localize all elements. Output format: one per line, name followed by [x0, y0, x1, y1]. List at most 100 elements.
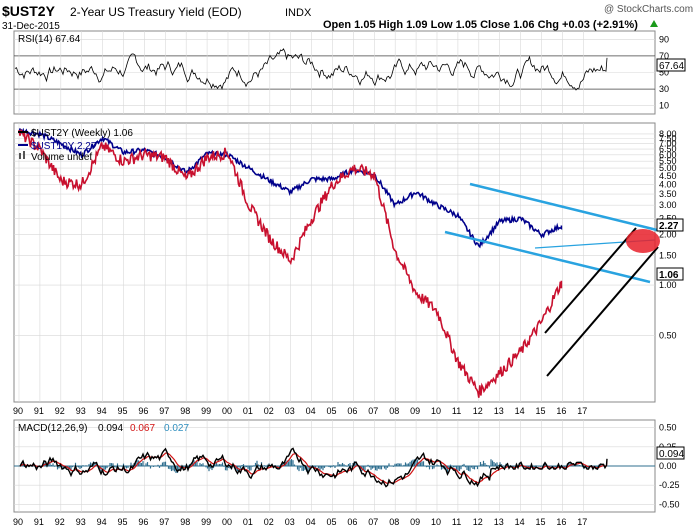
x-tick-label: 09 [410, 517, 420, 527]
legend-volume-icon [19, 153, 21, 159]
x-tick-label: 12 [473, 406, 483, 416]
macd-line [19, 447, 608, 488]
rsi-tick-label: 50 [659, 68, 669, 78]
macd-hist-value: 0.027 [164, 423, 189, 434]
x-tick-label: 16 [556, 517, 566, 527]
x-tick-label: 17 [577, 406, 587, 416]
x-tick-label: 00 [222, 517, 232, 527]
x-tick-label: 11 [452, 406, 461, 416]
x-tick-label: 08 [389, 517, 399, 527]
x-tick-label: 04 [306, 406, 316, 416]
ust10y-line [18, 127, 563, 249]
x-tick-label: 05 [327, 406, 337, 416]
exchange: INDX [285, 7, 312, 19]
price-tick-label: 6.00 [659, 150, 677, 160]
x-tick-label: 02 [264, 406, 274, 416]
x-tick-label: 15 [536, 406, 546, 416]
x-tick-label: 14 [515, 517, 525, 527]
price-tick-label: 2.00 [659, 230, 677, 240]
price-last-2y-box [656, 267, 684, 281]
rsi-tick-label: 70 [659, 51, 669, 61]
x-tick-label: 99 [201, 517, 211, 527]
x-tick-label: 90 [13, 406, 23, 416]
price-last-2y: 1.06 [659, 270, 679, 281]
macd-tick-label: 0.50 [659, 423, 677, 433]
x-tick-label: 94 [97, 517, 107, 527]
quote: Open 1.05 High 1.09 Low 1.05 Close 1.06 … [323, 19, 638, 31]
x-tick-label: 91 [34, 406, 44, 416]
rsi-tick-label: 10 [659, 101, 669, 111]
x-tick-label: 08 [389, 406, 399, 416]
x-tick-label: 95 [118, 406, 128, 416]
x-tick-label: 03 [285, 406, 295, 416]
x-tick-label: 06 [347, 406, 357, 416]
x-tick-label: 01 [243, 406, 253, 416]
price-tick-label: 2.50 [659, 213, 677, 223]
x-tick-label: 99 [201, 406, 211, 416]
price-tick-label: 3.00 [659, 200, 677, 210]
x-tick-label: 05 [327, 517, 337, 527]
macd-tick-label: -0.25 [659, 480, 680, 490]
macd-title-prefix: MACD(12,26,9) [18, 423, 87, 434]
x-tick-label: 16 [556, 406, 566, 416]
x-tick-label: 15 [536, 517, 546, 527]
x-tick-label: 17 [577, 517, 587, 527]
channel-upper-line [469, 182, 658, 232]
x-tick-label: 14 [515, 406, 525, 416]
x-tick-label: 93 [76, 406, 86, 416]
macd-tick-label: -0.50 [659, 499, 680, 509]
x-tick-label: 09 [410, 406, 420, 416]
highlight-circle [626, 229, 660, 253]
channel-lower-line [444, 230, 651, 284]
x-tick-label: 13 [494, 406, 504, 416]
x-tick-label: 07 [368, 406, 378, 416]
price-tick-label: 4.50 [659, 171, 677, 181]
x-tick-label: 04 [306, 517, 316, 527]
x-tick-label: 95 [118, 517, 128, 527]
x-tick-label: 93 [76, 517, 86, 527]
x-tick-label: 92 [55, 517, 65, 527]
symbol-name: 2-Year US Treasury Yield (EOD) [70, 5, 242, 19]
price-last-10y: 2.27 [659, 221, 679, 232]
x-tick-label: 90 [13, 517, 23, 527]
x-tick-label: 96 [138, 406, 148, 416]
x-tick-label: 10 [431, 406, 441, 416]
x-tick-label: 98 [180, 406, 190, 416]
x-tick-label: 12 [473, 517, 483, 527]
rsi-title: RSI(14) 67.64 [18, 34, 81, 45]
macd-last-label: 0.094 [659, 449, 684, 460]
x-tick-label: 10 [431, 517, 441, 527]
ust2y-line [18, 128, 563, 398]
macd-signal-value: 0.067 [130, 423, 155, 434]
x-tick-label: 91 [34, 517, 44, 527]
up-triangle-icon [650, 20, 658, 27]
price-panel [13, 122, 656, 403]
legend-volume: Volume undef [31, 152, 92, 163]
rsi-tick-label: 90 [659, 34, 669, 44]
x-tick-label: 92 [55, 406, 65, 416]
price-tick-label: 5.00 [659, 163, 677, 173]
price-tick-label: 1.00 [659, 280, 677, 290]
price-tick-label: 6.50 [659, 144, 677, 154]
rsi-line [14, 48, 608, 91]
price-tick-label: 5.50 [659, 156, 677, 166]
x-tick-label: 94 [97, 406, 107, 416]
macd-value: 0.094 [98, 423, 123, 434]
x-tick-label: 07 [368, 517, 378, 527]
legend-ust10y: $UST10Y 2.27 [31, 141, 97, 152]
x-tick-label: 97 [159, 517, 169, 527]
trend-upper-line [544, 227, 637, 334]
trend-lower-line [546, 246, 659, 377]
x-tick-label: 06 [347, 517, 357, 527]
price-tick-label: 4.00 [659, 179, 677, 189]
macd-last-box [656, 446, 685, 460]
copyright: @ StockCharts.com [604, 4, 693, 15]
price-tick-label: 1.50 [659, 251, 677, 261]
price-tick-label: 0.50 [659, 330, 677, 340]
rsi-last-label: 67.64 [659, 61, 684, 72]
x-tick-label: 98 [180, 517, 190, 527]
x-tick-label: 96 [138, 517, 148, 527]
x-tick-label: 00 [222, 406, 232, 416]
x-tick-label: 11 [452, 517, 461, 527]
